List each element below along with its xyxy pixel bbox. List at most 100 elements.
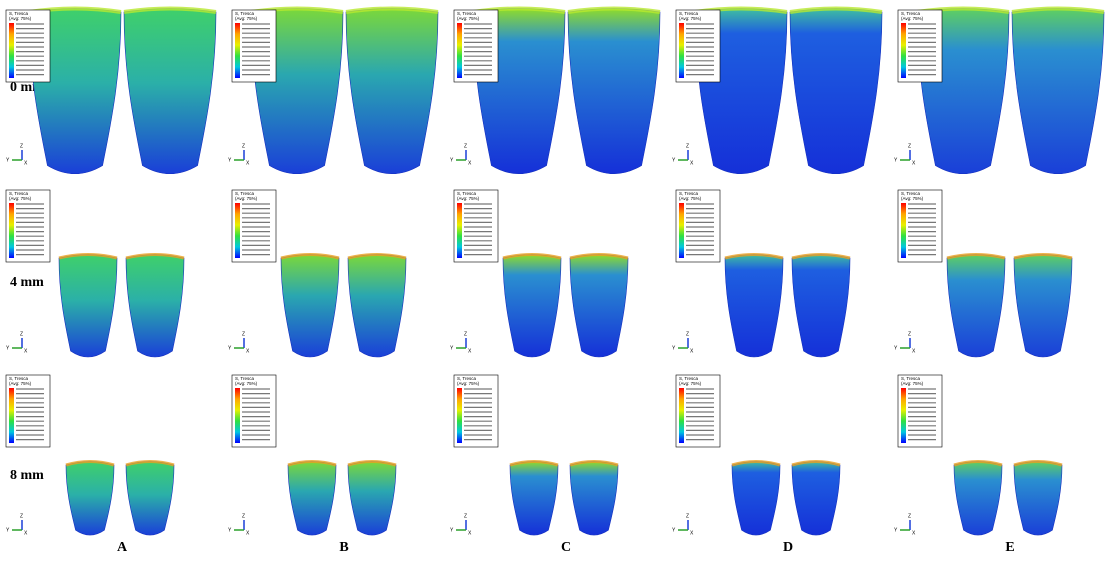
legend-subtitle: (Avg: 75%) <box>901 381 924 386</box>
legend-colorbar <box>901 388 906 443</box>
tooth-model <box>126 462 174 536</box>
column-label: E <box>1005 540 1014 555</box>
legend-subtitle: (Avg: 75%) <box>457 16 480 21</box>
tooth-model <box>1014 462 1062 536</box>
legend-subtitle: (Avg: 75%) <box>457 196 480 201</box>
triad-label: Z <box>20 143 23 149</box>
legend-colorbar <box>235 203 240 258</box>
triad-label: Z <box>908 331 911 337</box>
figure: 0 mmS, Tresca(Avg: 75%)ZYXS, Tresca(Avg:… <box>0 0 1110 557</box>
triad-label: Z <box>908 513 911 519</box>
triad-label: Y <box>672 345 676 351</box>
tooth-model <box>570 462 618 536</box>
tooth-model <box>510 462 558 536</box>
triad-label: Z <box>464 331 467 337</box>
tooth-model <box>570 255 628 358</box>
triad-label: X <box>468 530 472 536</box>
tooth-model <box>568 9 660 174</box>
triad-label: Y <box>450 345 454 351</box>
legend-colorbar <box>901 23 906 78</box>
legend-subtitle: (Avg: 75%) <box>235 196 258 201</box>
legend-colorbar <box>9 23 14 78</box>
legend-subtitle: (Avg: 75%) <box>235 381 258 386</box>
tooth-model <box>66 462 114 536</box>
panel: S, Tresca(Avg: 75%)ZYX <box>6 375 174 536</box>
triad-label: Z <box>686 331 689 337</box>
triad-label: Z <box>464 143 467 149</box>
tooth-model <box>503 255 561 358</box>
legend-colorbar <box>235 23 240 78</box>
triad-label: Y <box>228 527 232 533</box>
legend-colorbar <box>457 388 462 443</box>
triad-label: X <box>690 348 694 354</box>
triad-label: X <box>690 160 694 166</box>
triad-label: Y <box>672 527 676 533</box>
column-label: D <box>783 540 793 555</box>
tooth-model <box>732 462 780 536</box>
legend-subtitle: (Avg: 75%) <box>457 381 480 386</box>
legend-colorbar <box>457 203 462 258</box>
legend-colorbar <box>457 23 462 78</box>
legend-subtitle: (Avg: 75%) <box>9 196 32 201</box>
triad-label: Z <box>686 143 689 149</box>
triad-label: Z <box>20 331 23 337</box>
triad-label: X <box>24 160 28 166</box>
triad-label: X <box>246 160 250 166</box>
triad-label: X <box>246 348 250 354</box>
column-label: B <box>339 540 348 555</box>
triad-label: Y <box>228 157 232 163</box>
triad-label: X <box>246 530 250 536</box>
legend-subtitle: (Avg: 75%) <box>235 16 258 21</box>
triad-label: X <box>468 160 472 166</box>
legend-colorbar <box>679 388 684 443</box>
triad-label: Y <box>450 157 454 163</box>
triad-label: X <box>912 348 916 354</box>
triad-label: Z <box>908 143 911 149</box>
tooth-model <box>281 255 339 358</box>
panels: 0 mmS, Tresca(Avg: 75%)ZYXS, Tresca(Avg:… <box>6 9 1104 556</box>
triad-label: X <box>24 530 28 536</box>
column-label: A <box>117 540 128 555</box>
row-label: 4 mm <box>10 275 44 290</box>
triad-label: Z <box>242 143 245 149</box>
column-label: C <box>561 540 571 555</box>
panel: S, Tresca(Avg: 75%)ZYX <box>228 190 406 357</box>
tooth-model <box>792 255 850 358</box>
triad-label: Y <box>672 157 676 163</box>
triad-label: X <box>24 348 28 354</box>
triad-label: Y <box>6 345 10 351</box>
tooth-model <box>346 9 438 174</box>
legend-subtitle: (Avg: 75%) <box>901 16 924 21</box>
legend-subtitle: (Avg: 75%) <box>9 381 32 386</box>
legend-colorbar <box>679 23 684 78</box>
legend-subtitle: (Avg: 75%) <box>679 381 702 386</box>
tooth-model <box>1012 9 1104 174</box>
tooth-model <box>954 462 1002 536</box>
page: {"figure": { "row_labels": ["0 mm", "4 m… <box>0 0 1110 557</box>
tooth-model <box>124 9 216 174</box>
tooth-model <box>725 255 783 358</box>
legend-subtitle: (Avg: 75%) <box>679 196 702 201</box>
tooth-model <box>288 462 336 536</box>
tooth-model <box>1014 255 1072 358</box>
triad-label: Y <box>894 527 898 533</box>
triad-label: X <box>690 530 694 536</box>
triad-label: Y <box>894 345 898 351</box>
legend-subtitle: (Avg: 75%) <box>901 196 924 201</box>
triad-label: Y <box>228 345 232 351</box>
triad-label: Y <box>894 157 898 163</box>
tooth-model <box>59 255 117 358</box>
row-label: 8 mm <box>10 468 44 483</box>
legend-colorbar <box>901 203 906 258</box>
legend-colorbar <box>235 388 240 443</box>
